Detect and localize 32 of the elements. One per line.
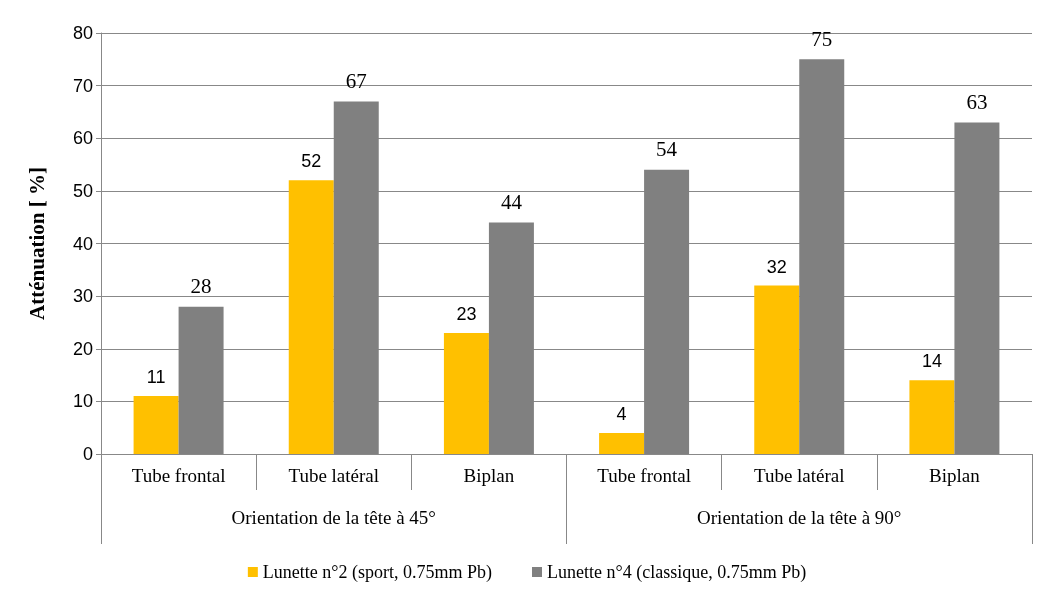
text: Orientation de la tête à 45° [231,507,436,528]
y-tick-label: 50 [72,180,93,201]
data-label: 44 [500,189,523,214]
legend-label: Lunette n°2 (sport, 0.75mm Pb) [262,562,493,583]
data-label: 4 [616,403,627,424]
y-tick-label: 20 [72,338,93,359]
y-tick-label: 40 [72,233,93,254]
data-label: 75 [811,26,833,51]
text: Orientation de la tête à 90° [697,507,902,528]
data-label: 52 [301,151,322,172]
y-tick-label: 0 [82,444,93,464]
x-tick-label: Biplan [929,465,981,486]
x-tick-label: Tube latéral [753,465,845,486]
y-tick-label: 80 [72,23,93,43]
data-label: 32 [766,256,787,277]
data-label: 67 [345,68,367,93]
y-axis-title: Atténuation [ %] [24,167,49,320]
x-tick-label: Tube frontal [131,465,226,486]
data-label: 28 [190,274,212,299]
data-label: 23 [456,303,477,324]
x-tick-label: Tube frontal [597,465,691,486]
x-tick-label: Tube latéral [288,465,380,486]
y-tick-label: 10 [72,391,93,412]
data-label: 14 [921,351,942,372]
data-label: 54 [656,137,678,162]
y-tick-label: 70 [72,75,93,96]
legend-label: Lunette n°4 (classique, 0.75mm Pb) [547,562,807,583]
x-tick-label: Biplan [463,465,515,486]
y-tick-label: 60 [72,128,93,149]
data-label: 11 [146,367,166,388]
data-label: 63 [966,89,988,114]
y-tick-label: 30 [72,286,93,307]
